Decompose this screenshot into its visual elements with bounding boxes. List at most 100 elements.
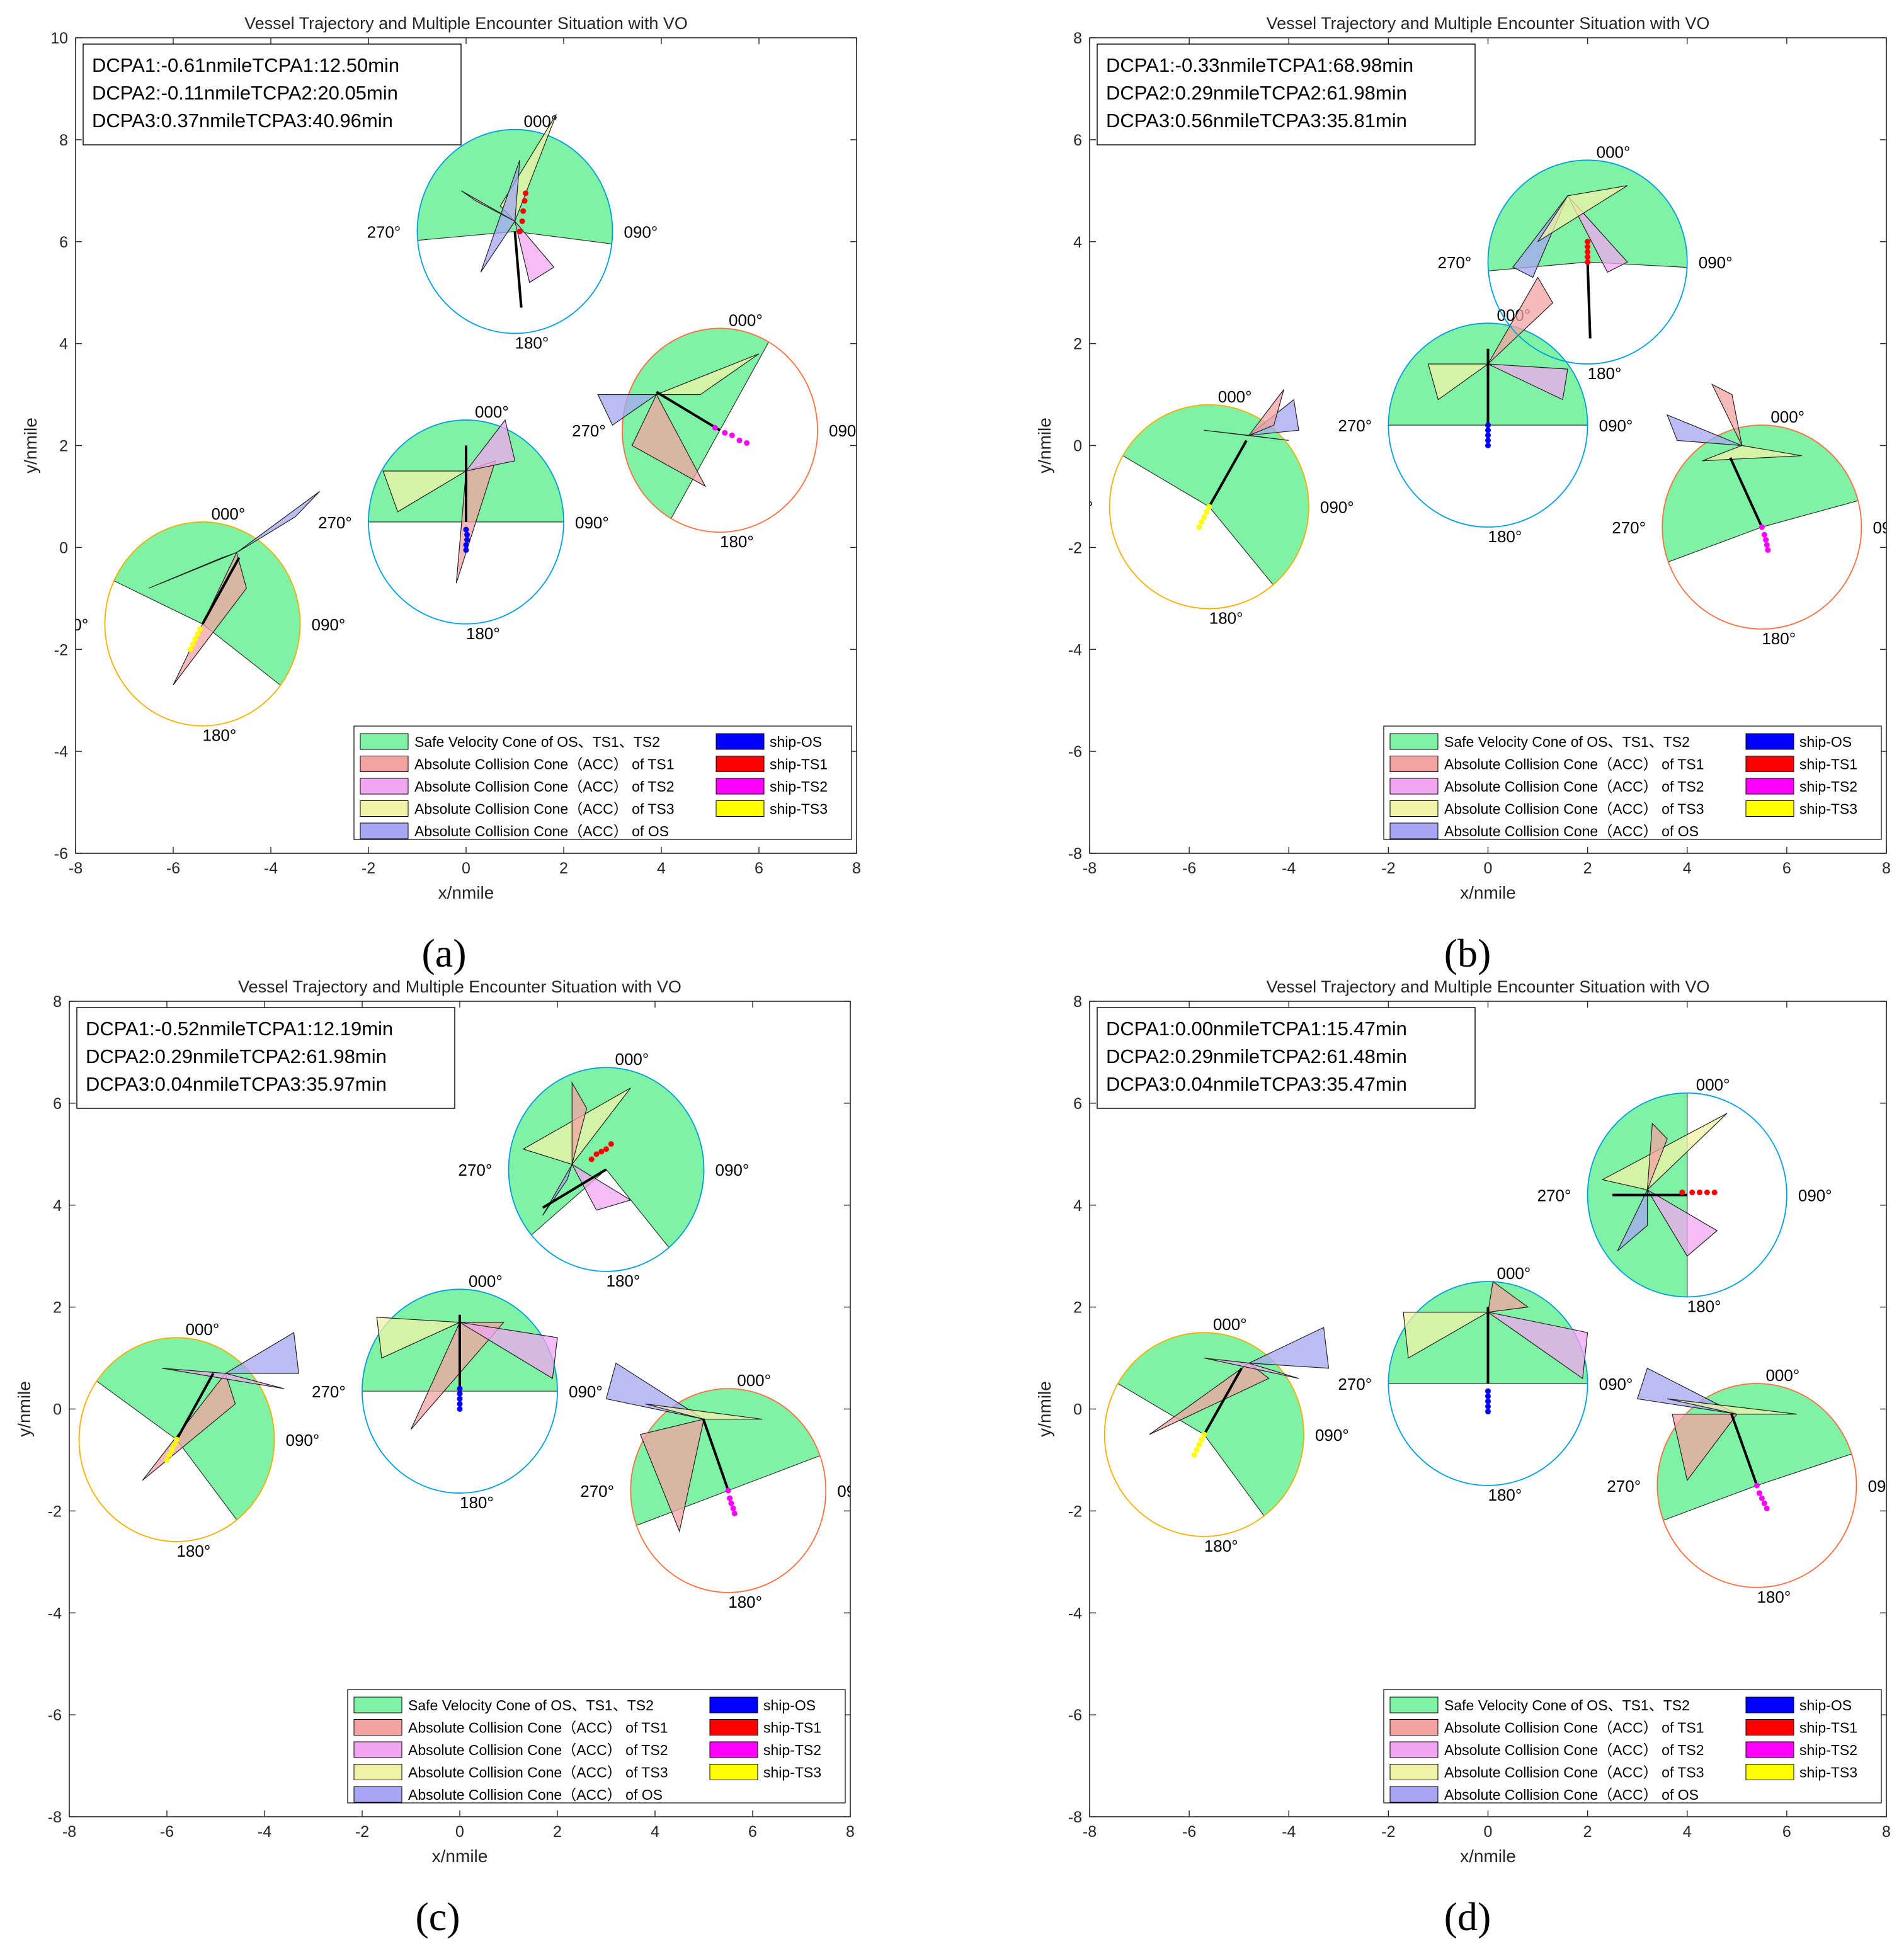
dcpa-tcpa-line: DCPA2:-0.11nmileTCPA2:20.05min: [92, 82, 398, 104]
y-axis-label: y/nmile: [1035, 418, 1054, 474]
legend-swatch: [1389, 1786, 1439, 1803]
collision-cone-acc-os: [597, 394, 658, 426]
x-axis-label: x/nmile: [432, 1846, 488, 1866]
trajectory-point: [197, 626, 203, 632]
velocity-circle: [1388, 1281, 1588, 1486]
x-tick-label: 2: [1583, 1823, 1592, 1841]
bearing-label-180: 180°: [1209, 609, 1243, 628]
legend-label: ship-TS2: [763, 1742, 821, 1758]
legend-label: ship-OS: [763, 1697, 816, 1713]
collision-cone-acc-os: [1247, 1327, 1330, 1369]
trajectory-point: [464, 537, 470, 543]
bearing-label-090: 090°: [1320, 498, 1354, 517]
legend-swatch: [1389, 1764, 1439, 1780]
trajectory-point: [1697, 1190, 1703, 1196]
legend-swatch: [353, 1764, 402, 1780]
heading-vector: [542, 1168, 607, 1209]
legend-label: ship-TS2: [770, 778, 828, 795]
bearing-label-000: 000°: [729, 310, 763, 329]
bearing-label-180: 180°: [466, 624, 500, 643]
x-tick-label: 6: [1782, 1823, 1791, 1841]
bearing-label-270: 270°: [1338, 1375, 1372, 1394]
x-tick-label: 4: [1683, 860, 1692, 877]
dcpa-tcpa-line: DCPA2:0.29nmileTCPA2:61.48min: [1106, 1045, 1407, 1067]
legend-swatch: [360, 822, 409, 839]
y-tick-label: 4: [1073, 234, 1082, 251]
collision-cone-acc-ts1: [1487, 1281, 1529, 1313]
legend-swatch: [353, 1786, 402, 1803]
chart-title: Vessel Trajectory and Multiple Encounter…: [244, 14, 688, 33]
collision-cone-acc-ts2: [1567, 195, 1628, 273]
y-tick-label: 8: [59, 132, 68, 149]
bearing-label-090: 090°: [1798, 1186, 1832, 1205]
collision-cone-acc-ts3: [1403, 1312, 1490, 1359]
legend-swatch: [715, 733, 765, 750]
legend-swatch: [360, 756, 409, 772]
heading-vector: [656, 390, 721, 431]
y-axis-label: y/nmile: [21, 418, 40, 474]
legend-label: Absolute Collision Cone（ACC） of OS: [1444, 1787, 1699, 1803]
collision-cone-acc-ts3: [1601, 1113, 1728, 1191]
x-tick-label: 8: [852, 860, 861, 877]
trajectory-point: [1759, 524, 1765, 530]
legend-label: Absolute Collision Cone（ACC） of TS2: [414, 778, 674, 795]
info-box-frame: [1097, 1007, 1476, 1109]
trajectory-point: [608, 1141, 614, 1147]
bearing-label-090: 090°: [1873, 518, 1904, 537]
trajectory-point: [1485, 1398, 1491, 1404]
info-box-frame: [83, 43, 462, 145]
bearing-label-180: 180°: [177, 1542, 211, 1560]
subfigure-label-c: (c): [415, 1894, 460, 1939]
y-tick-label: -4: [1068, 641, 1082, 659]
velocity-circle: [1109, 404, 1309, 610]
legend-label: Absolute Collision Cone（ACC） of OS: [408, 1787, 663, 1803]
bearing-label-090: 090°: [1315, 1426, 1349, 1445]
velocity-circle: [1656, 1383, 1857, 1588]
legend-swatch: [1389, 822, 1439, 839]
ship-group-ts1: 000°090°180°270°: [459, 1050, 750, 1290]
plot-content: 000° 090° 180° 270° 000° 090° 180° 270° 000° 090°…: [78, 1050, 850, 1611]
bearing-label-000: 000°: [1696, 1076, 1730, 1094]
trajectory-point: [1585, 254, 1591, 260]
ship-group-ts2: 000° 090° 180° 270°: [1607, 1366, 1886, 1606]
ship-group-ts1: 000°090°180°270°: [1438, 142, 1733, 383]
legend-swatch: [715, 778, 765, 795]
trajectory-point: [1759, 1495, 1765, 1501]
legend-swatch: [1745, 800, 1794, 817]
ship-group-ts2: 000° 090° 180° 270°: [572, 310, 857, 551]
y-tick-label: 2: [53, 1299, 62, 1317]
y-tick-label: 6: [59, 234, 68, 251]
legend-label: Absolute Collision Cone（ACC） of OS: [1444, 823, 1699, 839]
trajectory-point: [1485, 432, 1491, 438]
y-tick-label: -4: [48, 1605, 62, 1622]
dcpa-tcpa-line: DCPA1:-0.33nmileTCPA1:68.98min: [1106, 54, 1413, 76]
legend-label: ship-OS: [1799, 1697, 1852, 1713]
legend-label: Absolute Collision Cone（ACC） of TS3: [414, 801, 674, 817]
ship-group-ts1: 000°090°180°270°: [367, 112, 658, 353]
plot-content: 000° 090° 180° 270° 000° 090° 180° 270° 000° 090°…: [1103, 1076, 1886, 1606]
bearing-label-000: 000°: [212, 504, 246, 523]
y-tick-label: 10: [50, 30, 68, 47]
trajectory-point: [1763, 537, 1769, 543]
collision-cone-acc-ts1: [410, 1322, 505, 1430]
collision-cone-acc-ts2: [1488, 363, 1568, 401]
legend-swatch: [715, 800, 765, 817]
y-tick-label: -8: [48, 1809, 62, 1826]
legend-label: ship-TS1: [1799, 1720, 1857, 1736]
velocity-circle: [1587, 1092, 1787, 1298]
legend: Safe Velocity Cone of OS、TS1、TS2 Absolute…: [1383, 1689, 1882, 1804]
heading-vector: [1203, 1367, 1243, 1435]
collision-cone-acc-ts3: [376, 1317, 460, 1359]
legend-label: Absolute Collision Cone（ACC） of TS3: [408, 1764, 668, 1781]
legend-label: Safe Velocity Cone of OS、TS1、TS2: [414, 734, 660, 750]
trajectory-point: [1764, 542, 1770, 548]
collision-cone-acc-ts2: [1488, 1312, 1588, 1380]
legend-label: ship-TS1: [1799, 756, 1857, 773]
x-tick-label: 6: [755, 860, 763, 877]
y-tick-label: 6: [1073, 1095, 1082, 1113]
legend-swatch: [715, 756, 765, 772]
trajectory-point: [192, 636, 198, 642]
collision-cone-acc-ts2: [1204, 429, 1289, 441]
bearing-label-000: 000°: [1218, 387, 1252, 406]
x-tick-label: -6: [166, 860, 180, 877]
